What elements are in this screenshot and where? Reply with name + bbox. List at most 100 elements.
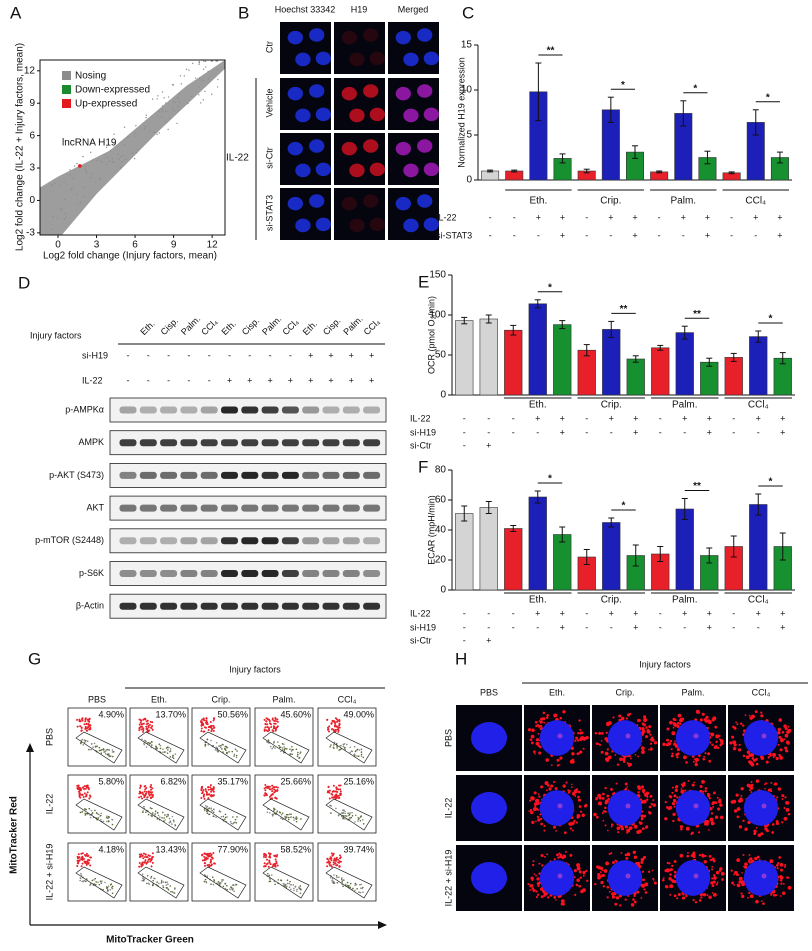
condition-mark: - [187, 375, 190, 385]
mito-signal [767, 756, 771, 759]
mito-signal [731, 735, 735, 739]
scatter-dot [190, 95, 193, 98]
event [145, 882, 148, 885]
mito-signal [571, 829, 574, 832]
flow-plot [191, 707, 251, 767]
event [144, 859, 147, 862]
event [339, 788, 342, 791]
mito-signal [602, 810, 605, 813]
condition-mark: + [560, 608, 565, 618]
mito-signal [578, 719, 581, 722]
scatter-dot [198, 94, 200, 96]
event [162, 811, 164, 814]
mito-signal [736, 858, 741, 863]
x-axis-label: Log2 fold change (Injury factors, mean) [43, 251, 217, 262]
significance: * [621, 80, 625, 91]
scatter-dot [204, 90, 206, 93]
scatter-dot [64, 212, 66, 215]
event [229, 820, 232, 823]
mito-signal [545, 716, 549, 719]
mito-signal [652, 803, 657, 807]
mito-signal [704, 752, 707, 755]
mito-signal [670, 754, 674, 758]
mito-signal [606, 794, 610, 798]
mito-signal [531, 728, 535, 732]
blot-band [180, 570, 198, 577]
event [331, 879, 333, 882]
scatter-dot [145, 114, 148, 117]
event [205, 721, 208, 724]
mito-signal [749, 894, 754, 899]
mito-signal [698, 899, 702, 902]
mito-signal [672, 819, 675, 823]
mito-signal [652, 877, 655, 880]
blot-band [180, 602, 198, 610]
arrow-head [26, 743, 34, 752]
condition-mark: - [757, 427, 760, 437]
event [328, 791, 331, 794]
event [339, 790, 342, 793]
event [342, 745, 345, 748]
event [77, 786, 80, 789]
bar [504, 528, 523, 591]
significance: * [766, 92, 770, 103]
event [100, 882, 103, 884]
condition-mark: + [560, 212, 565, 222]
mito-signal [562, 784, 566, 788]
blot-band [221, 602, 238, 610]
event [104, 753, 107, 755]
condition-mark: - [463, 608, 466, 618]
scatter-dot [119, 156, 122, 158]
nucleus [743, 720, 779, 756]
mito-signal [598, 731, 602, 735]
event [140, 728, 143, 731]
event [295, 820, 298, 823]
mito-signal [664, 800, 667, 804]
blot-band [363, 537, 381, 545]
event [274, 729, 277, 732]
event [293, 889, 295, 892]
mito-signal [538, 872, 541, 875]
mito-signal [685, 894, 688, 898]
event [277, 879, 280, 881]
mito-signal [528, 810, 530, 812]
event [141, 873, 144, 876]
event [201, 859, 204, 862]
row-label: IL-22 + si-H19 [44, 844, 54, 901]
mito-signal [711, 884, 715, 888]
blot-band [261, 406, 279, 414]
event [206, 805, 209, 808]
event [338, 876, 340, 879]
mito-signal [716, 796, 719, 799]
blot-band [322, 570, 340, 577]
condition-mark: + [267, 375, 272, 385]
mito-signal [598, 801, 602, 805]
event [211, 789, 214, 792]
mito-signal [615, 860, 618, 863]
event [158, 882, 160, 885]
mito-signal [649, 794, 653, 798]
mito-signal [540, 822, 543, 826]
event [169, 748, 172, 750]
event [212, 786, 215, 789]
event [271, 797, 274, 800]
blot-band [302, 471, 320, 479]
condition-mark: + [707, 608, 712, 618]
event [299, 751, 302, 753]
nucleus [395, 141, 411, 156]
condition-mark: + [780, 622, 785, 632]
scatter-dot [136, 149, 139, 151]
group-label: CCl₄ [748, 595, 769, 606]
event [272, 746, 275, 748]
bar [553, 324, 572, 396]
scatter-dot [76, 204, 78, 206]
nucleus [417, 84, 433, 98]
mito-signal [671, 752, 674, 755]
mito-signal [744, 862, 748, 866]
event [104, 881, 106, 884]
event [160, 879, 163, 882]
mito-signal [786, 730, 790, 734]
mito-signal [737, 748, 742, 752]
event [297, 751, 299, 754]
y-tick-label: 0 [440, 390, 446, 401]
